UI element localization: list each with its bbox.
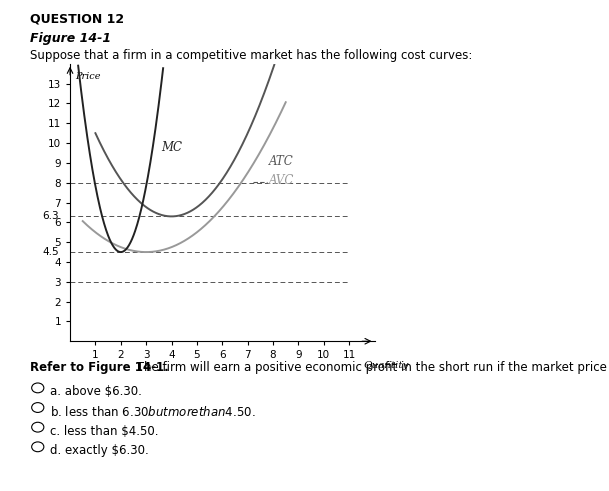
Text: b. less than $6.30 but more than $4.50.: b. less than $6.30 but more than $4.50. <box>50 405 256 419</box>
Text: a. above $6.30.: a. above $6.30. <box>50 385 142 398</box>
Text: ATC: ATC <box>269 155 294 168</box>
Text: Refer to Figure 14-1.: Refer to Figure 14-1. <box>30 361 169 374</box>
Text: The firm will earn a positive economic profit in the short run if the market pri: The firm will earn a positive economic p… <box>133 361 609 374</box>
Text: Suppose that a firm in a competitive market has the following cost curves:: Suppose that a firm in a competitive mar… <box>30 49 473 62</box>
Text: QUESTION 12: QUESTION 12 <box>30 12 125 25</box>
Text: 4.5: 4.5 <box>42 247 58 257</box>
Text: MC: MC <box>161 141 182 154</box>
Text: Figure 14-1: Figure 14-1 <box>30 32 111 45</box>
Text: AVC: AVC <box>269 174 295 187</box>
Text: c. less than $4.50.: c. less than $4.50. <box>50 425 158 437</box>
Text: 6.3: 6.3 <box>42 212 58 221</box>
Text: d. exactly $6.30.: d. exactly $6.30. <box>50 444 149 457</box>
Text: Price: Price <box>75 72 100 81</box>
Text: Quantity: Quantity <box>363 360 409 370</box>
